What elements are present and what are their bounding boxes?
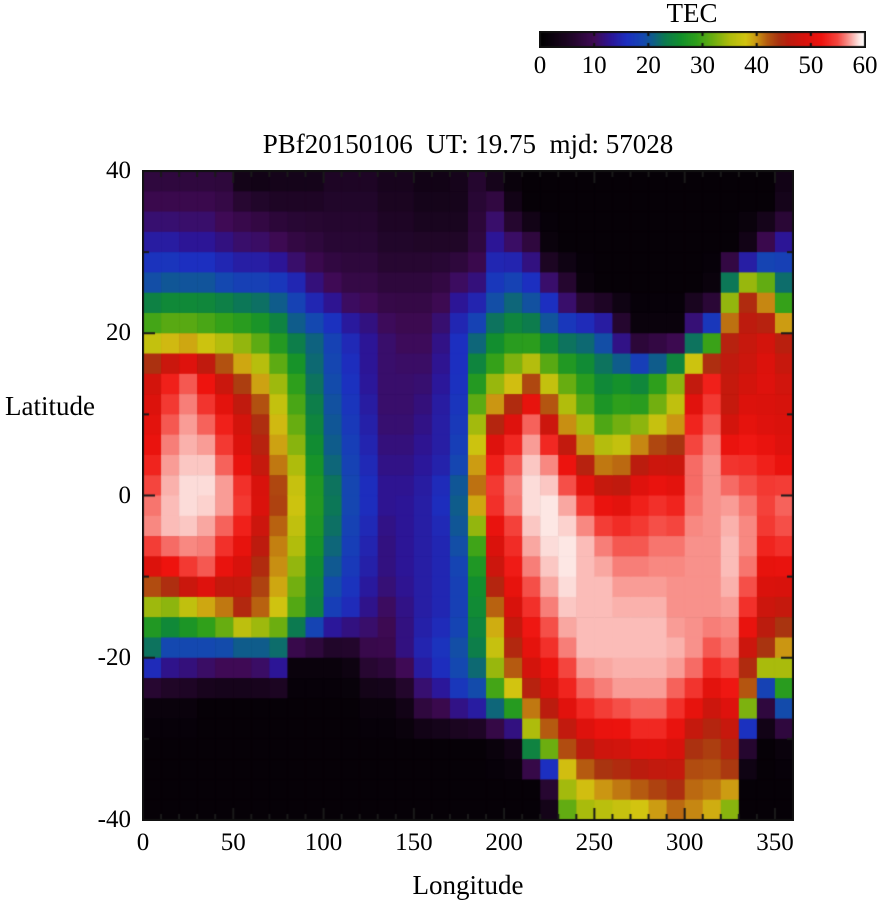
colorbar-tick-label: 10: [581, 52, 607, 79]
y-axis-tick-label: 0: [118, 481, 132, 509]
y-axis-label: Latitude: [5, 391, 95, 421]
x-axis-tick-label: 250: [575, 829, 614, 856]
colorbar-canvas: [539, 31, 866, 48]
x-axis-tick-label: 200: [485, 829, 523, 856]
colorbar-tick-label: 50: [798, 52, 824, 79]
y-axis-tick-label: -40: [97, 806, 131, 833]
colorbar-title: TEC: [666, 0, 718, 28]
x-axis-tick-label: 100: [304, 829, 343, 856]
colorbar-tick-label: 30: [690, 52, 715, 79]
x-axis-tick-label: 350: [756, 829, 794, 856]
x-axis-tick-label: 50: [220, 829, 246, 856]
colorbar-tick-label: 40: [744, 52, 770, 79]
y-axis-tick-label: 40: [106, 157, 131, 184]
x-axis-tick-label: 300: [665, 829, 704, 856]
x-axis-tick-label: 150: [395, 829, 433, 856]
colorbar-tick-label: 0: [533, 52, 547, 79]
x-axis-tick-label: 0: [136, 829, 150, 856]
x-axis-label: Longitude: [412, 870, 524, 900]
plot-title: PBf20150106 UT: 19.75 mjd: 57028: [262, 129, 674, 159]
heatmap-canvas: [142, 170, 794, 821]
y-axis-tick-label: 20: [106, 319, 131, 347]
colorbar-tick-label: 60: [852, 52, 878, 79]
colorbar-tick-label: 20: [635, 52, 661, 79]
y-axis-tick-label: -20: [97, 643, 131, 671]
